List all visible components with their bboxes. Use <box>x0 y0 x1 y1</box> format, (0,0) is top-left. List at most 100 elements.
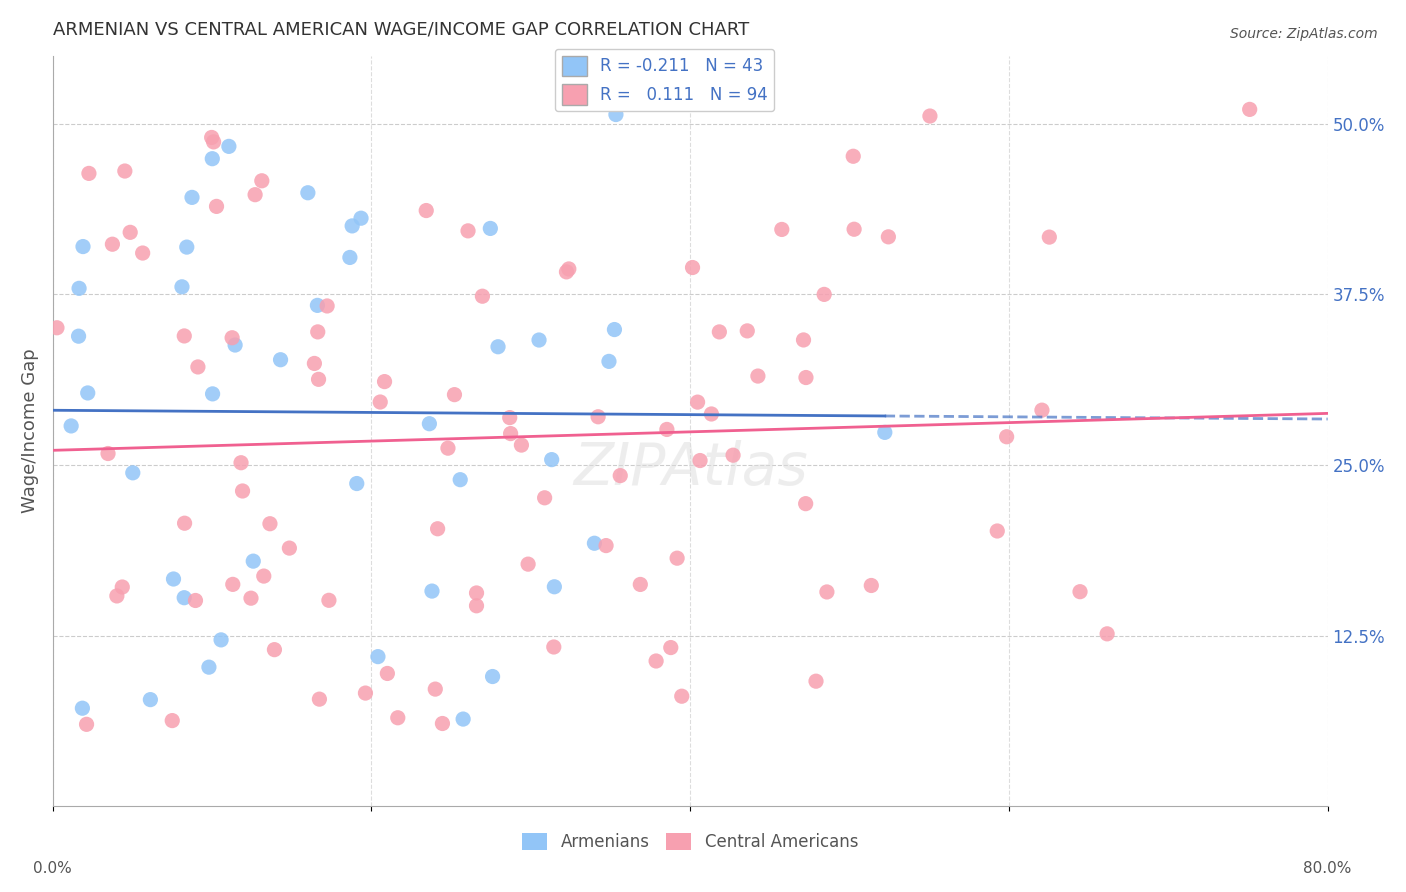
Point <box>465 599 488 613</box>
Point <box>97 446 120 460</box>
Point <box>201 152 224 166</box>
Point <box>76 717 98 731</box>
Point <box>67 281 90 295</box>
Point <box>72 701 94 715</box>
Point <box>426 522 449 536</box>
Point <box>232 483 254 498</box>
Point <box>202 135 225 149</box>
Point <box>387 711 409 725</box>
Point <box>449 473 471 487</box>
Point <box>354 686 377 700</box>
Point <box>558 262 581 277</box>
Point <box>297 186 319 200</box>
Point <box>221 331 243 345</box>
Point <box>222 577 245 591</box>
Point <box>346 476 368 491</box>
Point <box>316 299 339 313</box>
Text: 80.0%: 80.0% <box>1303 861 1351 876</box>
Point <box>139 692 162 706</box>
Point <box>114 164 136 178</box>
Point <box>209 632 232 647</box>
Point <box>1239 103 1261 117</box>
Point <box>543 640 565 654</box>
Point <box>659 640 682 655</box>
Point <box>770 222 793 236</box>
Point <box>181 190 204 204</box>
Text: Source: ZipAtlas.com: Source: ZipAtlas.com <box>1230 27 1378 41</box>
Point <box>77 166 100 180</box>
Point <box>367 649 389 664</box>
Point <box>533 491 555 505</box>
Point <box>173 516 195 531</box>
Point <box>350 211 373 226</box>
Point <box>555 265 578 279</box>
Point <box>418 417 440 431</box>
Text: ARMENIAN VS CENTRAL AMERICAN WAGE/INCOME GAP CORRELATION CHART: ARMENIAN VS CENTRAL AMERICAN WAGE/INCOME… <box>52 21 749 39</box>
Point <box>815 585 838 599</box>
Point <box>72 239 94 253</box>
Point <box>340 219 363 233</box>
Point <box>479 221 502 235</box>
Point <box>792 333 814 347</box>
Point <box>747 369 769 384</box>
Point <box>655 422 678 436</box>
Point <box>842 222 865 236</box>
Point <box>307 298 329 312</box>
Point <box>689 453 711 467</box>
Point <box>415 203 437 218</box>
Point <box>860 578 883 592</box>
Point <box>486 340 509 354</box>
Point <box>465 586 488 600</box>
Point <box>184 593 207 607</box>
Point <box>111 580 134 594</box>
Point <box>173 591 195 605</box>
Point <box>46 320 69 334</box>
Point <box>1031 403 1053 417</box>
Point <box>76 386 98 401</box>
Point <box>201 387 224 401</box>
Point <box>813 287 835 301</box>
Point <box>666 551 689 566</box>
Point <box>540 452 562 467</box>
Point <box>721 448 744 462</box>
Point <box>60 418 83 433</box>
Point <box>278 541 301 555</box>
Point <box>543 580 565 594</box>
Text: ZIPAtlas: ZIPAtlas <box>572 440 807 497</box>
Y-axis label: Wage/Income Gap: Wage/Income Gap <box>21 349 39 513</box>
Point <box>307 325 329 339</box>
Point <box>595 539 617 553</box>
Point <box>499 410 522 425</box>
Point <box>451 712 474 726</box>
Point <box>162 572 184 586</box>
Point <box>471 289 494 303</box>
Point <box>377 666 399 681</box>
Point <box>1069 584 1091 599</box>
Point <box>229 456 252 470</box>
Point <box>105 589 128 603</box>
Point <box>259 516 281 531</box>
Point <box>499 426 522 441</box>
Point <box>120 225 142 239</box>
Legend: Armenians, Central Americans: Armenians, Central Americans <box>516 826 865 858</box>
Point <box>794 497 817 511</box>
Text: 0.0%: 0.0% <box>34 861 72 876</box>
Point <box>603 322 626 336</box>
Point <box>877 230 900 244</box>
Point <box>598 354 620 368</box>
Point <box>243 187 266 202</box>
Point <box>605 107 627 121</box>
Point <box>682 260 704 275</box>
Point <box>250 174 273 188</box>
Point <box>995 430 1018 444</box>
Point <box>645 654 668 668</box>
Point <box>101 237 124 252</box>
Point <box>842 149 865 163</box>
Point <box>224 338 246 352</box>
Point <box>443 387 465 401</box>
Point <box>1095 627 1118 641</box>
Point <box>240 591 263 606</box>
Point <box>628 577 651 591</box>
Point <box>198 660 221 674</box>
Point <box>457 224 479 238</box>
